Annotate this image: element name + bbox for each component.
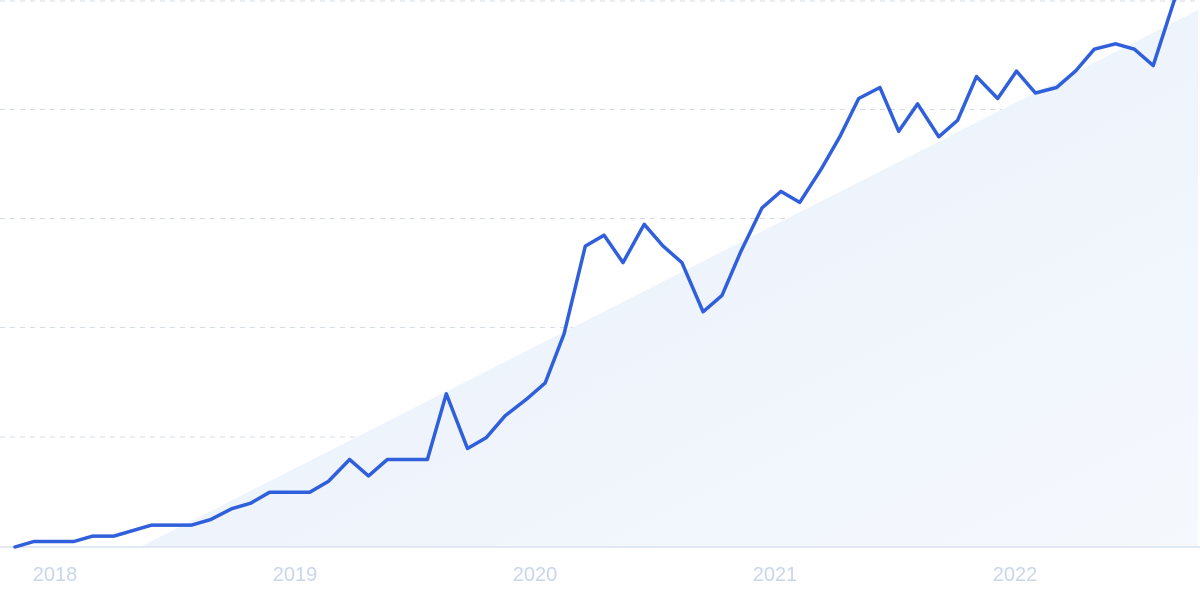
x-axis-ticks: 2018 2019 2020 2021 2022 bbox=[33, 564, 1038, 586]
x-tick-label: 2018 bbox=[33, 564, 78, 586]
series-line bbox=[13, 0, 1177, 549]
x-tick-label: 2021 bbox=[753, 564, 798, 586]
x-tick-label: 2019 bbox=[273, 564, 318, 586]
x-tick-label: 2022 bbox=[993, 564, 1038, 586]
trend-area bbox=[140, 10, 1198, 547]
x-tick-label: 2020 bbox=[513, 564, 558, 586]
